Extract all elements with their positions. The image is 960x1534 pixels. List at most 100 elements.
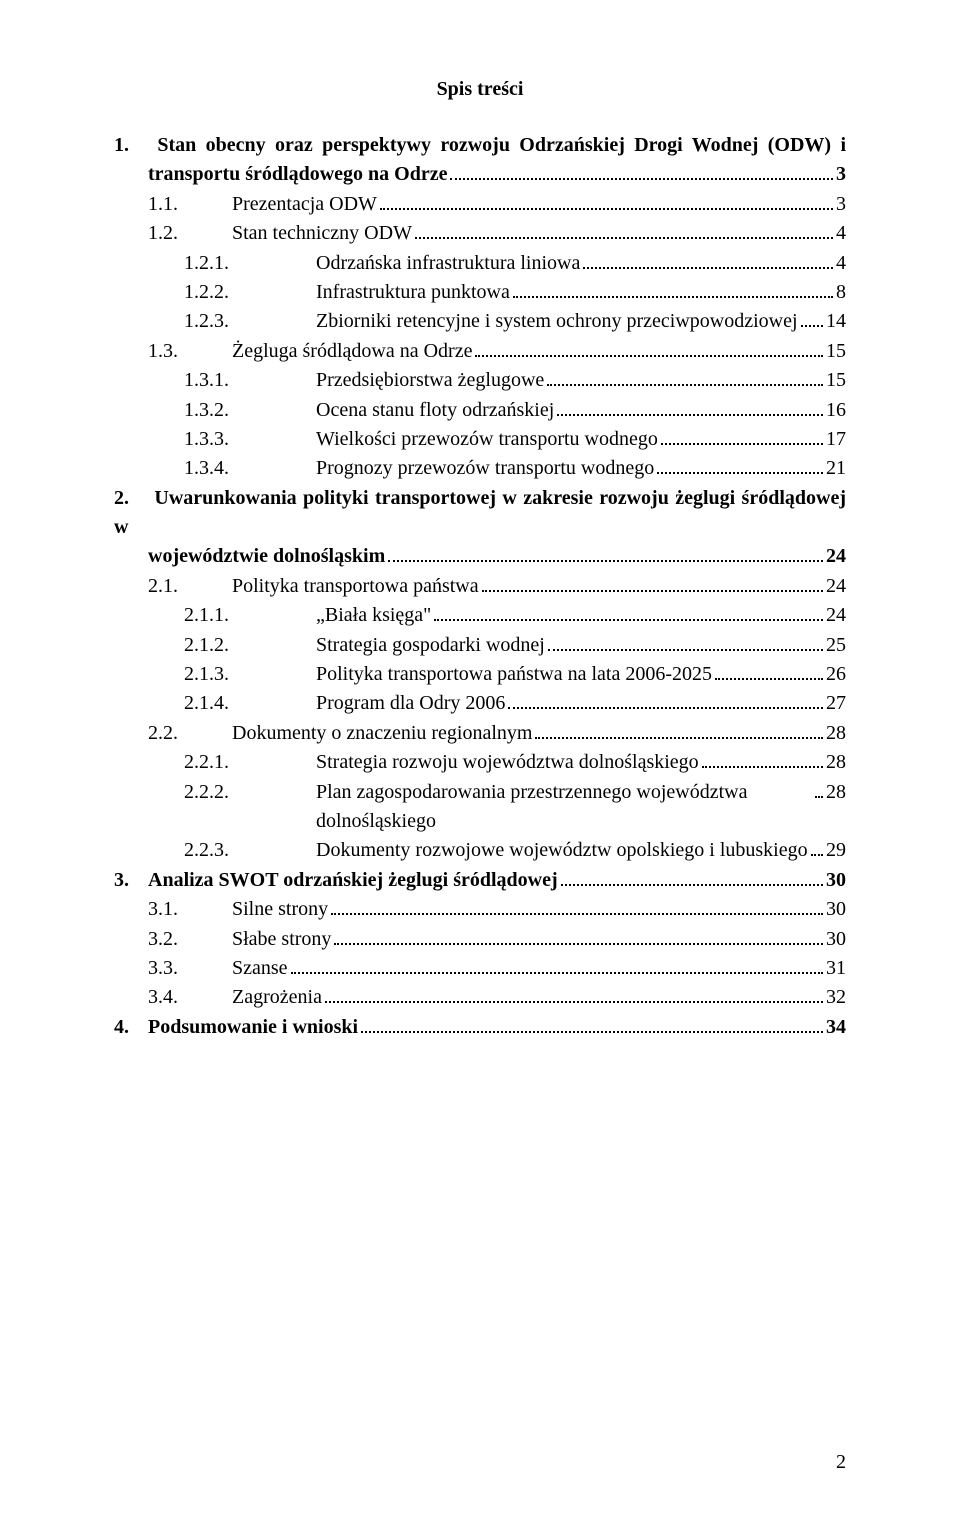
toc-entry-number: 2. <box>114 484 148 513</box>
toc-dot-leader <box>331 913 823 915</box>
toc-dot-leader <box>561 884 823 886</box>
toc-entry-label: Żegluga śródlądowa na Odrze <box>232 337 472 366</box>
toc-entry-label: Infrastruktura punktowa <box>316 278 510 307</box>
document-page: Spis treści 1. Stan obecny oraz perspekt… <box>0 0 960 1534</box>
toc-entry-page: 24 <box>826 542 846 571</box>
toc-entry-number: 2.1.2. <box>114 631 316 660</box>
toc-entry-page: 28 <box>826 719 846 748</box>
toc-dot-leader <box>702 766 823 768</box>
toc-entry-label: „Biała księga" <box>316 601 431 630</box>
toc-entry: transportu śródlądowego na Odrze 3 <box>114 160 846 189</box>
toc-entry-label: Zbiorniki retencyjne i system ochrony pr… <box>316 307 798 336</box>
toc-entry-page: 26 <box>826 660 846 689</box>
toc-dot-leader <box>380 208 833 210</box>
toc-entry: 1.2.2.Infrastruktura punktowa8 <box>114 278 846 307</box>
toc-entry-number: 1.3.4. <box>114 454 316 483</box>
toc-entry-label: Stan techniczny ODW <box>232 219 412 248</box>
toc-entry-label: Podsumowanie i wnioski <box>148 1013 358 1042</box>
toc-entry-page: 15 <box>826 366 846 395</box>
toc-dot-leader <box>583 267 833 269</box>
toc-entry-label: Zagrożenia <box>232 983 322 1012</box>
toc-entry-page: 14 <box>826 307 846 336</box>
toc-entry-number: 1.1. <box>114 190 232 219</box>
toc-entry: 3.4.Zagrożenia32 <box>114 983 846 1012</box>
toc-entry-label: Ocena stanu floty odrzańskiej <box>316 396 554 425</box>
toc-dot-leader <box>291 972 823 974</box>
toc-entry-label: Dokumenty o znaczeniu regionalnym <box>232 719 532 748</box>
toc-entry: 2.2.3.Dokumenty rozwojowe województw opo… <box>114 836 846 865</box>
toc-entry: 1.3.Żegluga śródlądowa na Odrze15 <box>114 337 846 366</box>
toc-entry: 2.1.4.Program dla Odry 200627 <box>114 689 846 718</box>
toc-entry-number: 2.1.3. <box>114 660 316 689</box>
toc-dot-leader <box>548 649 823 651</box>
toc-entry: 2.1.1.„Biała księga"24 <box>114 601 846 630</box>
toc-dot-leader <box>434 619 823 621</box>
toc-dot-leader <box>815 796 823 798</box>
toc-dot-leader <box>535 737 823 739</box>
toc-dot-leader <box>475 355 823 357</box>
toc-entry-page: 29 <box>826 836 846 865</box>
toc-dot-leader <box>657 472 823 474</box>
toc-entry-number: 3.1. <box>114 895 232 924</box>
toc-entry-label: Prognozy przewozów transportu wodnego <box>316 454 654 483</box>
toc-entry: 3.Analiza SWOT odrzańskiej żeglugi śródl… <box>114 866 846 895</box>
toc-entry-label: Program dla Odry 2006 <box>316 689 505 718</box>
toc-entry-page: 3 <box>836 160 846 189</box>
toc-entry-page: 34 <box>826 1013 846 1042</box>
toc-entry-number: 1. <box>114 131 148 160</box>
toc-entry: 1.3.3.Wielkości przewozów transportu wod… <box>114 425 846 454</box>
toc-entry: 1.2.Stan techniczny ODW4 <box>114 219 846 248</box>
toc-entry-number: 1.3.2. <box>114 396 316 425</box>
toc-entry-number: 2.2.2. <box>114 778 316 807</box>
toc-entry-number: 2.2.1. <box>114 748 316 777</box>
toc-entry-number: 1.3.3. <box>114 425 316 454</box>
toc-entry-label: Polityka transportowa państwa <box>232 572 479 601</box>
toc-entry-label: Polityka transportowa państwa na lata 20… <box>316 660 712 689</box>
toc-entry-label: województwie dolnośląskim <box>148 542 385 571</box>
toc-entry: 1. Stan obecny oraz perspektywy rozwoju … <box>114 131 846 160</box>
toc-dot-leader <box>450 178 833 180</box>
toc-entry: 1.2.1.Odrzańska infrastruktura liniowa4 <box>114 249 846 278</box>
toc-entry: 2.1.2.Strategia gospodarki wodnej25 <box>114 631 846 660</box>
toc-entry-number: 4. <box>114 1013 148 1042</box>
toc-entry: 2.1.Polityka transportowa państwa24 <box>114 572 846 601</box>
toc-dot-leader <box>325 1001 823 1003</box>
toc-entry-number: 2.2.3. <box>114 836 316 865</box>
toc-entry: 2.2.1.Strategia rozwoju województwa doln… <box>114 748 846 777</box>
toc-dot-leader <box>415 237 833 239</box>
toc-dot-leader <box>361 1031 823 1033</box>
toc-dot-leader <box>801 325 823 327</box>
toc-title: Spis treści <box>114 78 846 101</box>
toc-dot-leader <box>482 590 823 592</box>
page-content: Spis treści 1. Stan obecny oraz perspekt… <box>0 0 960 1082</box>
toc-entry-page: 25 <box>826 631 846 660</box>
toc-dot-leader <box>334 943 823 945</box>
toc-entry-label: Prezentacja ODW <box>232 190 377 219</box>
toc-entry-page: 4 <box>836 249 846 278</box>
toc-entry-page: 3 <box>836 190 846 219</box>
toc-entry-number: 2.1.1. <box>114 601 316 630</box>
toc-dot-leader <box>547 384 823 386</box>
toc-entry-label: Przedsiębiorstwa żeglugowe <box>316 366 544 395</box>
toc-entry-label: Odrzańska infrastruktura liniowa <box>316 249 580 278</box>
toc-entry-number: 3.2. <box>114 925 232 954</box>
toc-entry-number: 3.4. <box>114 983 232 1012</box>
toc-dot-leader <box>508 707 823 709</box>
toc-entry: 1.2.3.Zbiorniki retencyjne i system ochr… <box>114 307 846 336</box>
toc-entry-page: 21 <box>826 454 846 483</box>
toc-entry: 2. Uwarunkowania polityki transportowej … <box>114 484 846 543</box>
toc-entry-page: 17 <box>826 425 846 454</box>
toc-entry: 1.1.Prezentacja ODW 3 <box>114 190 846 219</box>
toc-entry-number: 1.3. <box>114 337 232 366</box>
toc-entry: 1.3.1.Przedsiębiorstwa żeglugowe15 <box>114 366 846 395</box>
toc-entry-page: 31 <box>826 954 846 983</box>
toc-entry-number: 3. <box>114 866 148 895</box>
toc-entry: 2.2.Dokumenty o znaczeniu regionalnym28 <box>114 719 846 748</box>
toc-dot-leader <box>661 443 823 445</box>
toc-entry-label: Silne strony <box>232 895 328 924</box>
toc-entry-label: transportu śródlądowego na Odrze <box>148 160 447 189</box>
page-number: 2 <box>836 1451 846 1474</box>
toc-entry: 3.3.Szanse31 <box>114 954 846 983</box>
toc-entry-page: 30 <box>826 925 846 954</box>
toc-entry: 3.1.Silne strony30 <box>114 895 846 924</box>
